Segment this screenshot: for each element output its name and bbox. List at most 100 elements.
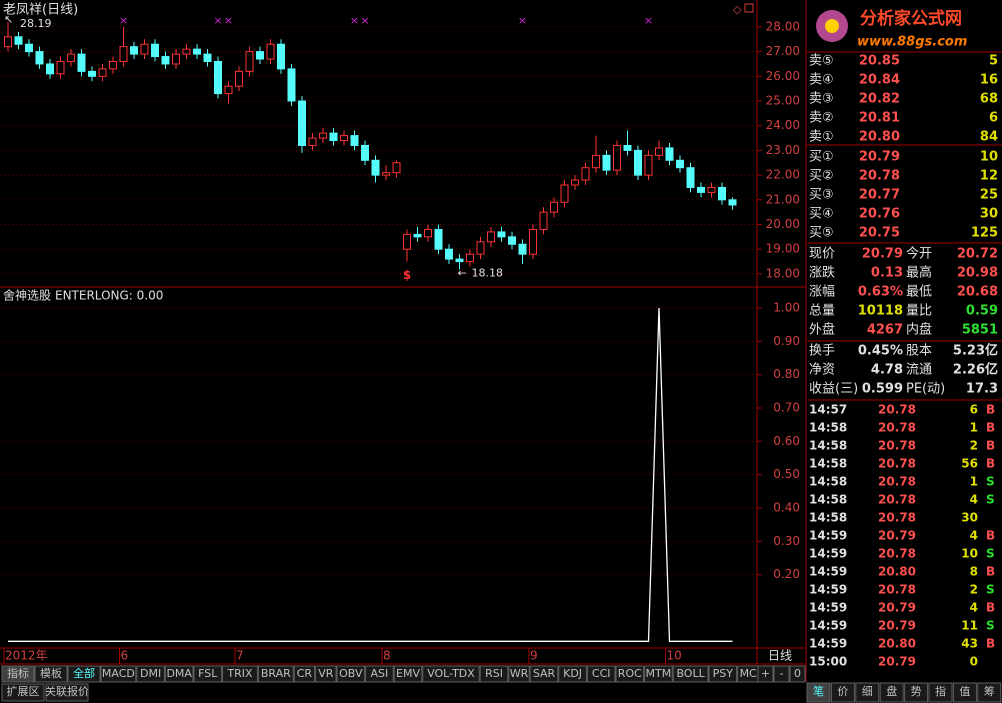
stat-label: 股本 (906, 344, 932, 359)
candle-body (329, 132, 338, 142)
tab[interactable] (193, 665, 223, 683)
tab-label[interactable]: PSY (713, 667, 734, 680)
candle-body (161, 56, 170, 65)
tab-label[interactable]: FSL (198, 667, 218, 680)
tab[interactable] (672, 665, 709, 683)
tab[interactable] (164, 665, 194, 683)
tab-label[interactable]: EMV (396, 667, 420, 680)
candle-body (676, 159, 684, 169)
book-price: 20.84 (859, 73, 900, 88)
tab-label[interactable]: CR (297, 667, 313, 680)
tab[interactable] (67, 665, 101, 683)
tab[interactable] (34, 665, 68, 683)
tab[interactable] (615, 665, 645, 683)
side-tab[interactable] (928, 682, 953, 703)
side-tab-label[interactable]: 笔 (813, 684, 824, 698)
tab-label[interactable]: MTM (646, 667, 672, 680)
tab-label[interactable]: SAR (533, 667, 556, 680)
stat-label: 收益(三) (809, 382, 858, 397)
tab-label[interactable]: ASI (371, 667, 389, 680)
tab-label[interactable]: WR (510, 667, 529, 680)
tab-label[interactable]: TRIX (226, 667, 253, 680)
tab-label[interactable]: BOLL (676, 667, 705, 680)
tab[interactable] (1, 665, 35, 683)
side-tab[interactable] (977, 682, 1002, 703)
tab[interactable] (222, 665, 258, 683)
tab-label[interactable]: DMI (140, 667, 161, 680)
side-tab-label[interactable]: 势 (911, 685, 922, 698)
x-tick-label: 6 (121, 649, 129, 663)
bottom-tab-label[interactable]: 扩展区 (7, 684, 40, 698)
tab-label[interactable]: VOL-TDX (427, 667, 475, 680)
side-tab[interactable] (952, 682, 977, 703)
bottom-tab-label[interactable]: 关联报价 (45, 684, 89, 698)
candle-body (508, 236, 516, 245)
side-tab-label[interactable]: 指 (935, 684, 946, 698)
side-tab[interactable] (830, 682, 855, 703)
book-label: 卖④ (809, 73, 834, 88)
tab[interactable] (479, 665, 509, 683)
candle-body (623, 144, 632, 151)
zoom-button[interactable] (773, 665, 790, 683)
tab-label[interactable]: 模板 (40, 666, 62, 680)
tab-label[interactable]: ROC (618, 667, 642, 680)
tab[interactable] (293, 665, 316, 683)
book-label: 买② (809, 169, 834, 184)
side-tab-label[interactable]: 价 (837, 685, 848, 698)
tab[interactable] (586, 665, 616, 683)
tab[interactable] (708, 665, 738, 683)
indicator-value: ENTERLONG: 0.00 (55, 289, 163, 303)
zoom-button[interactable] (789, 665, 806, 683)
icon[interactable]: ◇ (733, 3, 742, 16)
book-volume: 30 (980, 207, 998, 222)
tab-label[interactable]: OBV (339, 667, 363, 680)
trade-time: 14:57 (809, 403, 847, 417)
side-tab-label[interactable]: 值 (959, 685, 970, 698)
tab[interactable] (393, 665, 423, 683)
tab-label[interactable]: BRAR (261, 667, 291, 680)
tab-label[interactable]: VR (318, 667, 334, 680)
tab-label[interactable]: RSI (485, 667, 503, 680)
y-tick-label: 0.50 (773, 467, 800, 481)
tab[interactable] (336, 665, 366, 683)
zoom-label[interactable]: 0 (794, 667, 801, 680)
bottom-tab[interactable] (45, 683, 89, 702)
tab[interactable] (315, 665, 337, 683)
tab[interactable] (100, 665, 137, 683)
tab-label[interactable]: CCI (592, 667, 611, 680)
tab[interactable] (558, 665, 587, 683)
side-tab[interactable] (879, 682, 904, 703)
side-tab[interactable] (904, 682, 929, 703)
tab-label[interactable]: 指标 (7, 666, 29, 680)
side-tab-label[interactable]: 细 (862, 685, 873, 698)
tab-label[interactable]: MACD (102, 667, 135, 680)
tab[interactable] (136, 665, 165, 683)
tab-label[interactable]: 全部 (73, 666, 95, 680)
side-tab-label[interactable]: 盘 (886, 684, 897, 698)
stat-label: 外盘 (809, 322, 835, 338)
trade-volume: 0 (970, 655, 978, 669)
trade-side: B (986, 403, 995, 417)
book-label: 卖⑤ (809, 54, 834, 69)
zoom-label[interactable]: - (780, 667, 784, 680)
tab-label[interactable]: KDJ (563, 667, 582, 680)
bottom-tab[interactable] (1, 683, 45, 702)
tab[interactable] (529, 665, 559, 683)
tab[interactable] (257, 665, 294, 683)
stat-label: 净资 (809, 363, 835, 378)
zoom-label[interactable]: + (761, 667, 770, 680)
tab[interactable] (365, 665, 394, 683)
trade-time: 14:59 (809, 565, 847, 579)
tab[interactable] (422, 665, 480, 683)
tab[interactable] (508, 665, 530, 683)
trade-side: B (986, 529, 995, 543)
side-tab[interactable] (806, 682, 831, 703)
tab[interactable] (644, 665, 673, 683)
tab-label[interactable]: DMA (166, 667, 192, 680)
icon[interactable] (744, 3, 754, 13)
side-tab[interactable] (855, 682, 880, 703)
trade-price: 20.78 (878, 493, 916, 507)
zoom-button[interactable] (757, 665, 774, 683)
side-tab-label[interactable]: 筹 (984, 684, 995, 698)
book-volume: 25 (980, 188, 998, 203)
